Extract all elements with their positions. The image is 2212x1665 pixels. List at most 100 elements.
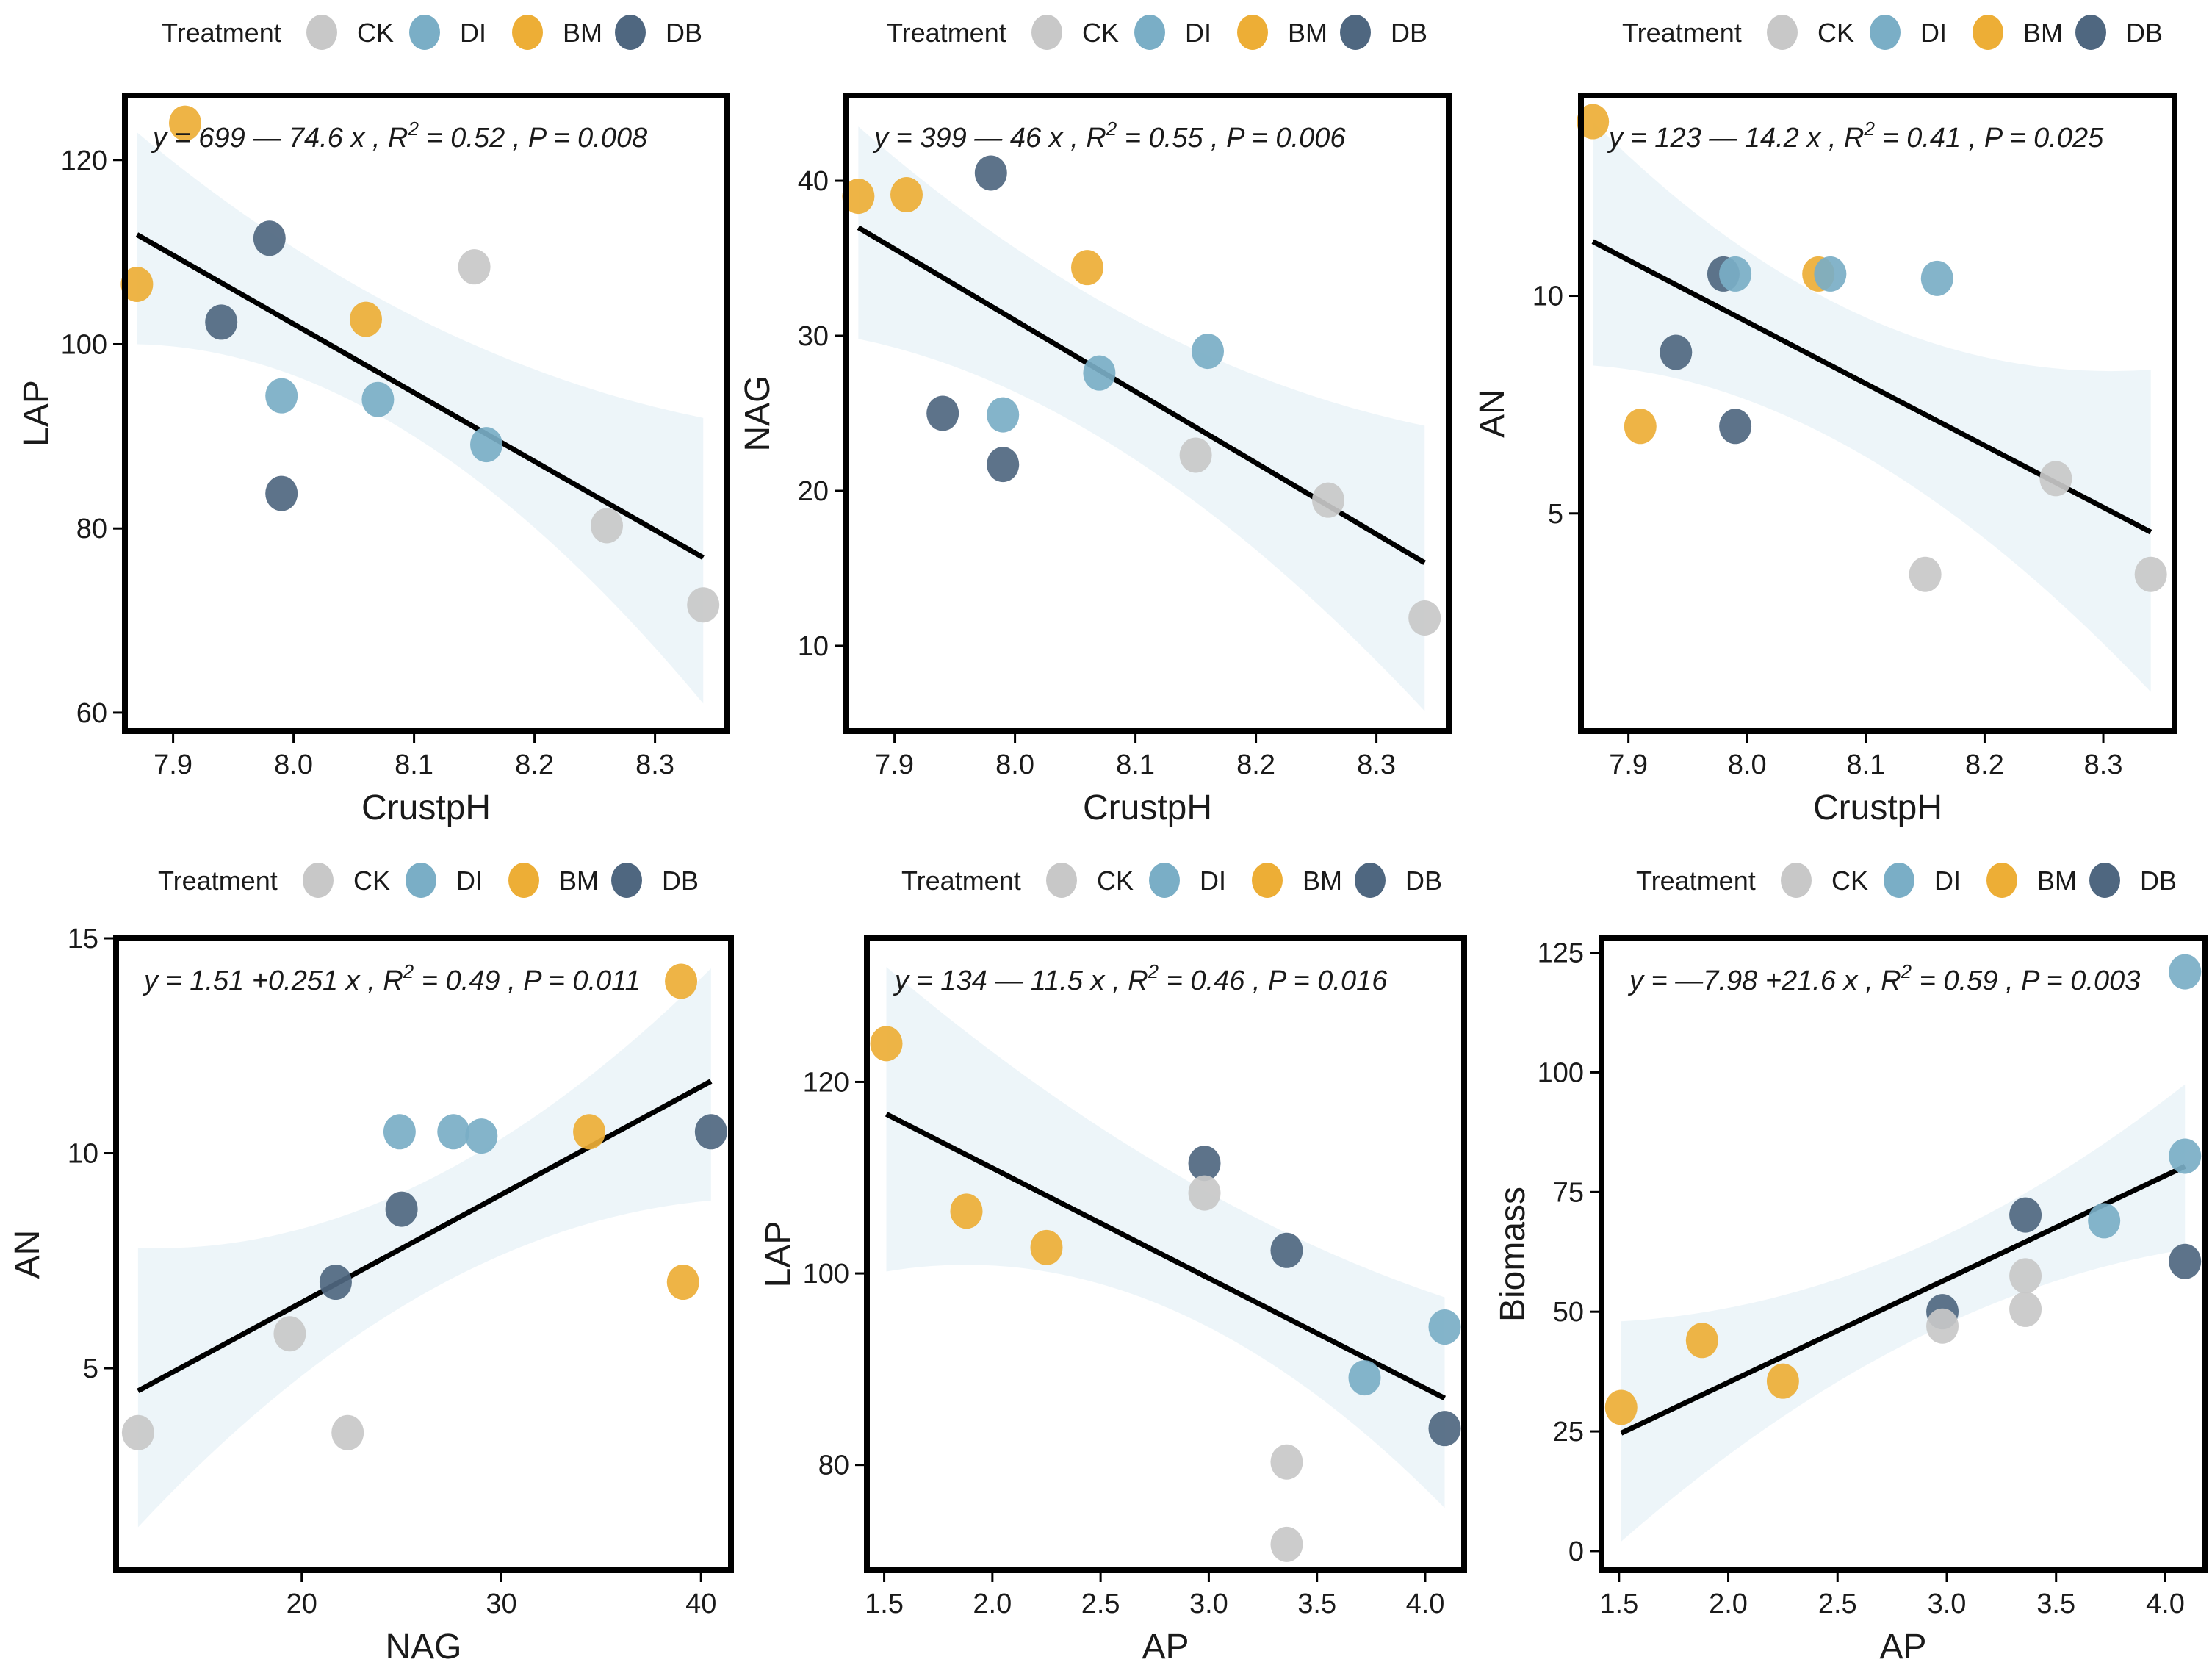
y-axis-title: LAP <box>759 1221 798 1288</box>
data-point-db <box>1188 1146 1221 1182</box>
legend-marker-di <box>1149 863 1180 898</box>
data-point-db <box>2169 1243 2202 1279</box>
legend-label-ck: CK <box>1082 18 1119 48</box>
y-axis-title: LAP <box>17 380 56 447</box>
regression-equation: y = 134 — 11.5 x , R2 = 0.46 , P = 0.016 <box>893 960 1388 996</box>
legend-label-ck: CK <box>1831 866 1868 896</box>
legend-marker-bm <box>1986 863 2017 898</box>
legend-marker-bm <box>1973 15 2003 50</box>
y-tick-label: 5 <box>1548 499 1563 530</box>
confidence-ribbon <box>886 967 1445 1508</box>
legend-label-bm: BM <box>559 866 599 896</box>
x-tick-label: 1.5 <box>865 1589 904 1619</box>
data-point-bm <box>1766 1363 1799 1399</box>
x-tick-label: 8.3 <box>2084 749 2123 780</box>
y-tick-label: 60 <box>76 698 107 729</box>
data-point-db <box>1270 1232 1303 1268</box>
legend-label-ck: CK <box>1817 18 1854 48</box>
legend-marker-ck <box>306 15 337 50</box>
legend-label-di: DI <box>1200 866 1226 896</box>
legend-label-di: DI <box>460 18 486 48</box>
regression-line <box>137 1079 713 1394</box>
x-tick-label: 8.1 <box>1116 749 1155 780</box>
legend-marker-ck <box>1767 15 1798 50</box>
legend-label-bm: BM <box>2037 866 2077 896</box>
x-tick-label: 3.0 <box>1189 1589 1228 1619</box>
y-tick-label: 80 <box>76 514 107 544</box>
data-point-bm <box>870 1026 903 1062</box>
legend-marker-db <box>2075 15 2106 50</box>
x-tick-label: 3.5 <box>2036 1589 2075 1619</box>
data-point-di <box>1920 260 1953 296</box>
regression-equation: y = —7.98 +21.6 x , R2 = 0.59 , P = 0.00… <box>1627 960 2140 996</box>
regression-equation: y = 1.51 +0.251 x , R2 = 0.49 , P = 0.01… <box>142 960 641 996</box>
regression-line <box>885 1112 1447 1401</box>
data-point-di <box>1083 355 1116 391</box>
data-point-ck <box>591 508 623 544</box>
legend-marker-di <box>406 863 436 898</box>
data-point-db <box>2009 1197 2042 1233</box>
y-tick-label: 20 <box>798 476 829 507</box>
y-tick-label: 30 <box>798 321 829 352</box>
chart-panel-3: Treatment CK DI BM DB y = 123 — 14.2 x , R2 =… <box>1473 15 2177 827</box>
regression-line <box>135 232 705 560</box>
legend-label-bm: BM <box>1288 18 1327 48</box>
confidence-ribbon <box>1621 1084 2186 1542</box>
legend: Treatment CK DI BM DB <box>1622 15 2163 50</box>
data-point-ck <box>1312 482 1344 518</box>
data-point-ck <box>2009 1258 2042 1294</box>
y-tick-label: 100 <box>61 329 107 360</box>
y-tick-label: 40 <box>798 166 829 197</box>
y-tick-label: 10 <box>1532 281 1563 312</box>
regression-equation: y = 399 — 46 x , R2 = 0.55 , P = 0.006 <box>872 118 1346 154</box>
data-point-di <box>987 397 1020 433</box>
legend-marker-db <box>1355 863 1386 898</box>
legend-marker-di <box>409 15 440 50</box>
data-point-bm <box>1685 1323 1718 1359</box>
data-point-ck <box>1909 556 1942 592</box>
data-point-bm <box>890 177 923 213</box>
data-point-ck <box>458 249 491 285</box>
x-tick-label: 2.0 <box>1709 1589 1748 1619</box>
legend-label-bm: BM <box>2023 18 2063 48</box>
y-tick-label: 0 <box>1568 1536 1584 1567</box>
legend-title: Treatment <box>1636 866 1756 896</box>
x-tick-label: 8.0 <box>274 749 313 780</box>
legend-label-db: DB <box>662 866 699 896</box>
x-tick-label: 2.0 <box>973 1589 1012 1619</box>
data-point-di <box>383 1114 416 1150</box>
legend-marker-ck <box>1031 15 1062 50</box>
y-axis-title: Biomass <box>1494 1187 1532 1322</box>
x-axis-title: NAG <box>385 1628 461 1665</box>
chart-panel-2: Treatment CK DI BM DB y = 399 — 46 x , R2 = 0… <box>738 15 1452 827</box>
plot-frame <box>113 935 734 1573</box>
legend-label-di: DI <box>1920 18 1947 48</box>
data-point-db <box>987 447 1020 483</box>
data-point-db <box>205 304 238 340</box>
x-tick-label: 7.9 <box>875 749 914 780</box>
y-tick-label: 120 <box>803 1067 849 1098</box>
data-point-db <box>694 1114 727 1150</box>
legend-label-bm: BM <box>1303 866 1342 896</box>
plot-frame <box>1599 935 2208 1573</box>
data-point-ck <box>273 1316 306 1352</box>
chart-panel-4: Treatment CK DI BM DB y = 1.51 +0.251 x , R2 … <box>8 863 734 1665</box>
x-tick-label: 8.0 <box>1728 749 1767 780</box>
x-axis-title: AP <box>1142 1628 1189 1665</box>
y-axis-title: NAG <box>738 375 777 451</box>
x-tick-label: 2.5 <box>1818 1589 1857 1619</box>
y-axis-title: AN <box>1473 389 1512 438</box>
legend-marker-di <box>1870 15 1901 50</box>
x-tick-label: 4.0 <box>2146 1589 2185 1619</box>
data-point-ck <box>1408 600 1441 636</box>
x-tick-label: 8.2 <box>1236 749 1275 780</box>
regression-equation: y = 699 — 74.6 x , R2 = 0.52 , P = 0.008 <box>151 118 647 154</box>
data-point-db <box>1660 334 1693 370</box>
y-tick-label: 100 <box>1538 1057 1584 1088</box>
data-point-ck <box>1270 1444 1303 1480</box>
legend-title: Treatment <box>162 18 281 48</box>
x-tick-label: 30 <box>486 1589 516 1619</box>
confidence-ribbon <box>1593 121 2151 692</box>
plot-frame <box>122 93 730 734</box>
x-tick-label: 8.2 <box>1965 749 2004 780</box>
